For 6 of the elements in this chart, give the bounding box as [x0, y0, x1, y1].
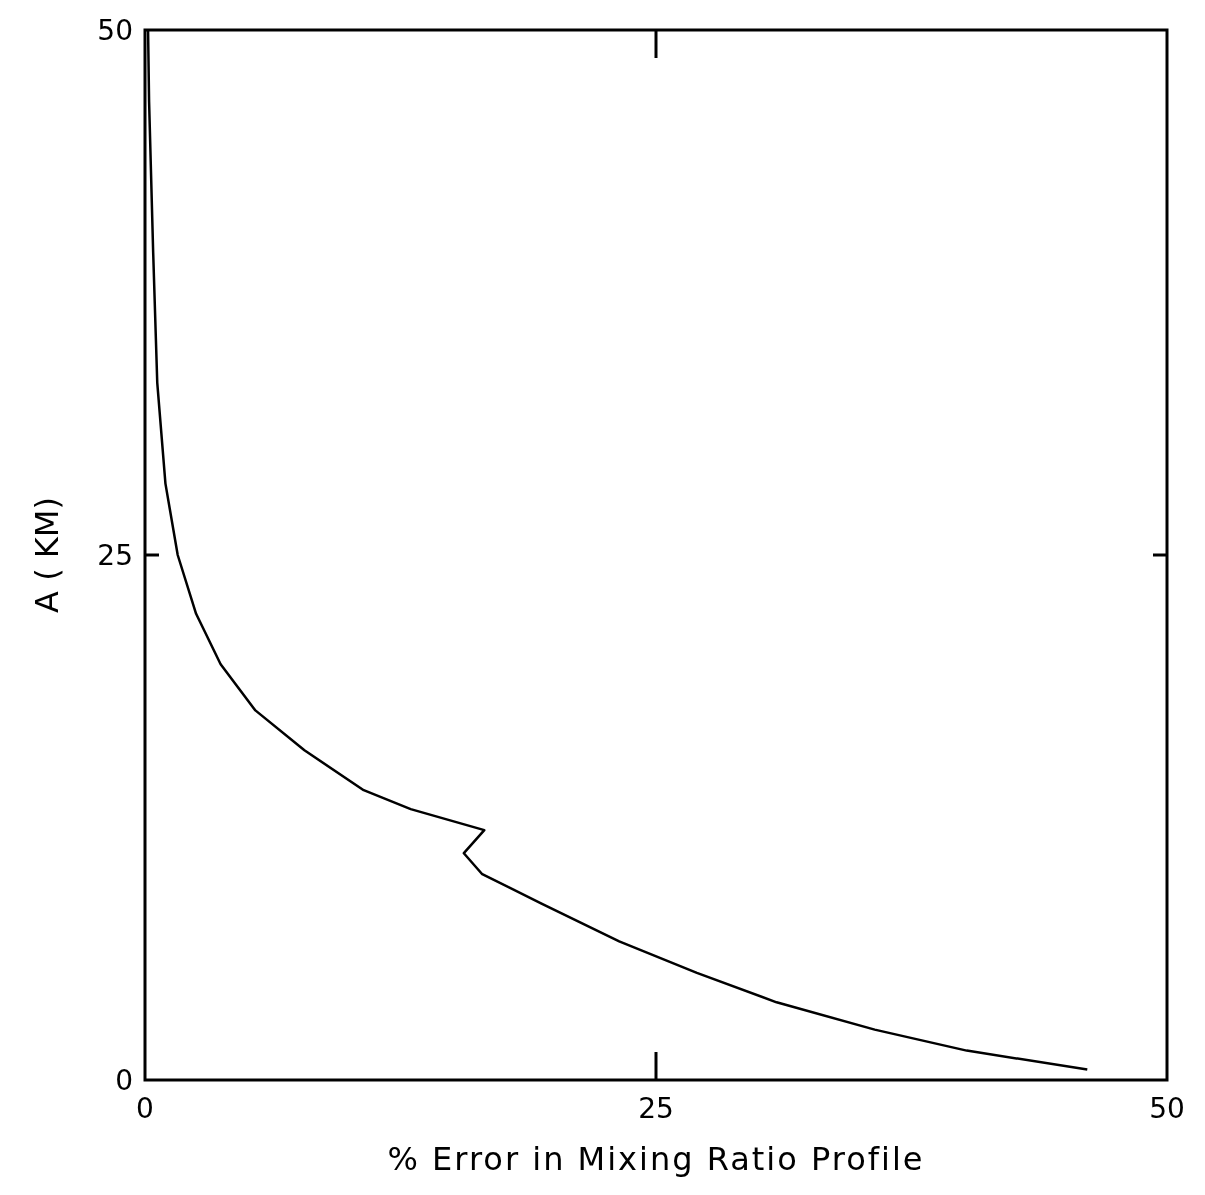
- axis-tick: 0: [136, 1092, 154, 1125]
- x-axis-title: % Error in Mixing Ratio Profile: [387, 1140, 925, 1178]
- y-axis-title: A ( KM): [28, 497, 66, 613]
- axis-tick: 50: [1149, 1092, 1185, 1125]
- axis-tick: 50: [97, 13, 133, 47]
- axis-tick: 0: [115, 1063, 133, 1097]
